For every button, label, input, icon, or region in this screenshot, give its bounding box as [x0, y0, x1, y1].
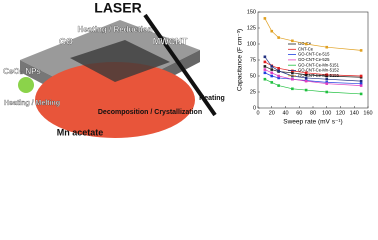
marker [359, 82, 363, 85]
marker [277, 67, 280, 70]
marker [263, 68, 267, 71]
marker [277, 36, 280, 39]
diagram-label: LASER [94, 0, 141, 16]
legend-label: GO-CNT-Ce-Mn-5152 [298, 68, 340, 73]
marker [291, 39, 294, 43]
marker [277, 69, 280, 73]
y-tick-label: 0 [253, 105, 256, 111]
marker [359, 92, 363, 96]
marker [263, 65, 267, 68]
marker [325, 82, 329, 85]
marker [291, 87, 294, 91]
y-tick-label: 50 [250, 73, 256, 79]
marker [325, 90, 329, 94]
x-tick-label: 0 [256, 110, 259, 116]
legend-label: GO-CNT-Ce-Mn-5151 [298, 62, 340, 67]
legend-label: CNT-Ce [298, 46, 314, 51]
diagram-label: Mn acetate [57, 127, 104, 137]
marker [263, 71, 267, 75]
diagram-label: Heating / Reduction [77, 25, 152, 34]
nanotube [143, 13, 217, 117]
marker [263, 77, 267, 81]
x-tick-label: 120 [336, 110, 345, 116]
marker [304, 79, 308, 83]
diagram-label: Heating [199, 95, 225, 102]
marker [359, 79, 363, 83]
y-tick-label: 25 [250, 89, 256, 95]
x-tick-label: 140 [350, 110, 359, 116]
y-tick-label: 125 [247, 25, 256, 31]
marker [277, 74, 280, 78]
y-axis-title: Capacitance (F cm⁻³) [237, 29, 244, 91]
x-tick-label: 40 [282, 110, 288, 116]
y-tick-label: 100 [247, 41, 256, 47]
diagram-label: GO [59, 36, 73, 46]
figure: LASER Heating / Reduction GO MWCNT CeO₂ NPs H… [2, 0, 378, 143]
marker [263, 55, 267, 59]
marker [270, 71, 274, 75]
x-tick-label: 160 [363, 110, 372, 116]
marker [270, 29, 274, 33]
y-tick-label: 75 [250, 57, 256, 63]
marker [277, 84, 280, 87]
marker [304, 88, 308, 92]
x-tick-label: 100 [322, 110, 331, 116]
diagram-label: Decomposition / Crystallization [98, 109, 202, 116]
marker [325, 77, 329, 81]
marker [304, 76, 308, 80]
schematic-art [18, 0, 378, 143]
chart: 0 25 50 75 100 125 150 0 20 40 60 80 100 120 140 160 Swe… [237, 9, 373, 125]
legend-label: GO-CNT-Ce-525 [298, 57, 330, 62]
diagram-label: CeO₂ NPs [3, 67, 41, 76]
marker [359, 74, 363, 78]
diagram-label: MWCNT [153, 36, 188, 46]
marker [304, 73, 308, 77]
marker [325, 45, 329, 49]
marker [359, 49, 363, 52]
x-tick-label: 80 [310, 110, 316, 116]
marker [270, 81, 274, 84]
x-tick-label: 20 [269, 110, 275, 116]
marker [304, 71, 308, 75]
y-tick-label: 150 [247, 9, 256, 15]
graphene [70, 40, 170, 82]
marker [291, 77, 294, 81]
chart-bg [230, 0, 378, 143]
marker [304, 42, 308, 46]
melt-zone [35, 62, 195, 138]
marker [359, 84, 363, 87]
nanoparticles [18, 77, 34, 93]
diagram-label: Heating / Melting [4, 100, 60, 107]
x-axis-title: Sweep rate (mV s⁻¹) [283, 119, 342, 126]
legend-label: GO-CNT-Ce-515 [298, 52, 330, 57]
legend-label: GO-CNT-Ce-Mn-5155 [298, 73, 340, 78]
marker [270, 65, 274, 68]
schematic-labels: LASER Heating / Reduction GO MWCNT CeO₂ NPs H… [3, 0, 225, 137]
marker [263, 17, 267, 20]
page: LASER Heating / Reduction GO MWCNT CeO₂ NPs H… [2, 0, 378, 143]
marker [270, 74, 274, 78]
x-tick-label: 60 [296, 110, 302, 116]
marker [263, 60, 267, 64]
marker [291, 71, 294, 75]
marker [277, 76, 280, 80]
marker [325, 73, 329, 77]
marker [270, 68, 274, 71]
